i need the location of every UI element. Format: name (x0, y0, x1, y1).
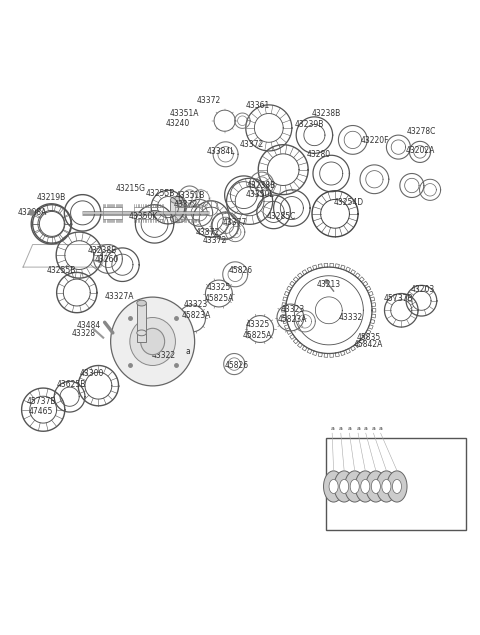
Text: 43328: 43328 (72, 330, 96, 338)
Bar (134, 207, 163, 218)
Text: 43372: 43372 (197, 96, 221, 105)
Text: a: a (379, 426, 383, 431)
Bar (326, 438, 466, 530)
Text: 43280: 43280 (306, 150, 330, 159)
Text: 43484: 43484 (77, 321, 101, 330)
Ellipse shape (361, 479, 370, 493)
Bar (170, 200, 185, 219)
Text: 43202A: 43202A (406, 146, 435, 155)
Text: 43384L: 43384L (206, 147, 235, 156)
Ellipse shape (366, 471, 386, 502)
Ellipse shape (350, 479, 359, 493)
Ellipse shape (324, 471, 344, 502)
Ellipse shape (340, 479, 348, 493)
Text: 43323
45823A: 43323 45823A (278, 305, 308, 324)
Text: 43372: 43372 (203, 236, 227, 245)
Text: 43238B: 43238B (247, 181, 276, 190)
Ellipse shape (329, 479, 338, 493)
Ellipse shape (376, 471, 396, 502)
Ellipse shape (382, 479, 391, 493)
Text: 43254D: 43254D (334, 198, 364, 207)
Text: 43300: 43300 (80, 369, 104, 378)
Text: 43325
45825A: 43325 45825A (242, 320, 272, 340)
Bar (103, 207, 122, 218)
Text: 43240: 43240 (166, 119, 190, 128)
Text: 43327A: 43327A (104, 292, 134, 302)
Ellipse shape (334, 471, 354, 502)
Ellipse shape (170, 196, 185, 203)
Text: 43238B: 43238B (312, 109, 341, 119)
Text: 43372: 43372 (195, 227, 219, 237)
Text: 43350K: 43350K (128, 212, 158, 221)
Text: 43377: 43377 (223, 218, 247, 227)
Text: 45835: 45835 (357, 333, 381, 342)
Bar (175, 207, 199, 218)
Text: 43372: 43372 (240, 140, 264, 149)
Ellipse shape (170, 215, 185, 223)
Text: 43325
45825A: 43325 45825A (204, 283, 234, 303)
Text: a: a (348, 426, 351, 431)
Text: a: a (356, 426, 360, 431)
Text: 43332: 43332 (338, 313, 362, 322)
Text: a: a (339, 426, 343, 431)
Text: 45826: 45826 (229, 266, 253, 275)
Ellipse shape (372, 479, 380, 493)
Text: 43372: 43372 (173, 200, 197, 209)
Text: 43323
45823A: 43323 45823A (181, 300, 211, 319)
Text: 43215G: 43215G (116, 184, 145, 194)
Text: a: a (364, 426, 368, 431)
Ellipse shape (393, 479, 401, 493)
Text: 43255B: 43255B (146, 189, 176, 198)
Text: 43255B: 43255B (47, 266, 76, 275)
Ellipse shape (110, 297, 195, 386)
Text: 43350L: 43350L (246, 190, 275, 199)
Text: 45842A: 45842A (354, 340, 384, 349)
Text: 43625B: 43625B (56, 380, 86, 389)
Text: 43260: 43260 (95, 255, 119, 264)
Text: a: a (372, 426, 375, 431)
Ellipse shape (355, 471, 375, 502)
Ellipse shape (130, 318, 176, 366)
Text: 45826: 45826 (225, 361, 249, 370)
Text: 43220F: 43220F (361, 137, 390, 145)
Bar (137, 303, 146, 342)
Ellipse shape (137, 300, 146, 306)
Text: 45737B: 45737B (384, 294, 413, 303)
Text: 43239B: 43239B (295, 120, 324, 129)
Text: 43203: 43203 (410, 285, 434, 294)
Text: 43278C: 43278C (406, 127, 436, 136)
Ellipse shape (141, 328, 165, 355)
Text: 43351A: 43351A (170, 109, 200, 119)
Ellipse shape (345, 471, 365, 502)
Text: 43285C: 43285C (267, 212, 297, 221)
Text: 43238B: 43238B (87, 246, 116, 255)
Text: 43219B: 43219B (36, 193, 65, 202)
Text: 43361: 43361 (246, 101, 270, 110)
Text: 43298A: 43298A (18, 208, 48, 217)
Text: a: a (330, 426, 334, 431)
Text: 45737B
47465: 45737B 47465 (26, 397, 56, 417)
Text: a: a (185, 347, 190, 356)
Text: 43213: 43213 (317, 281, 341, 290)
Ellipse shape (387, 471, 407, 502)
Ellipse shape (137, 330, 146, 336)
Text: 43322: 43322 (151, 351, 175, 361)
Text: 43351B: 43351B (175, 191, 205, 200)
